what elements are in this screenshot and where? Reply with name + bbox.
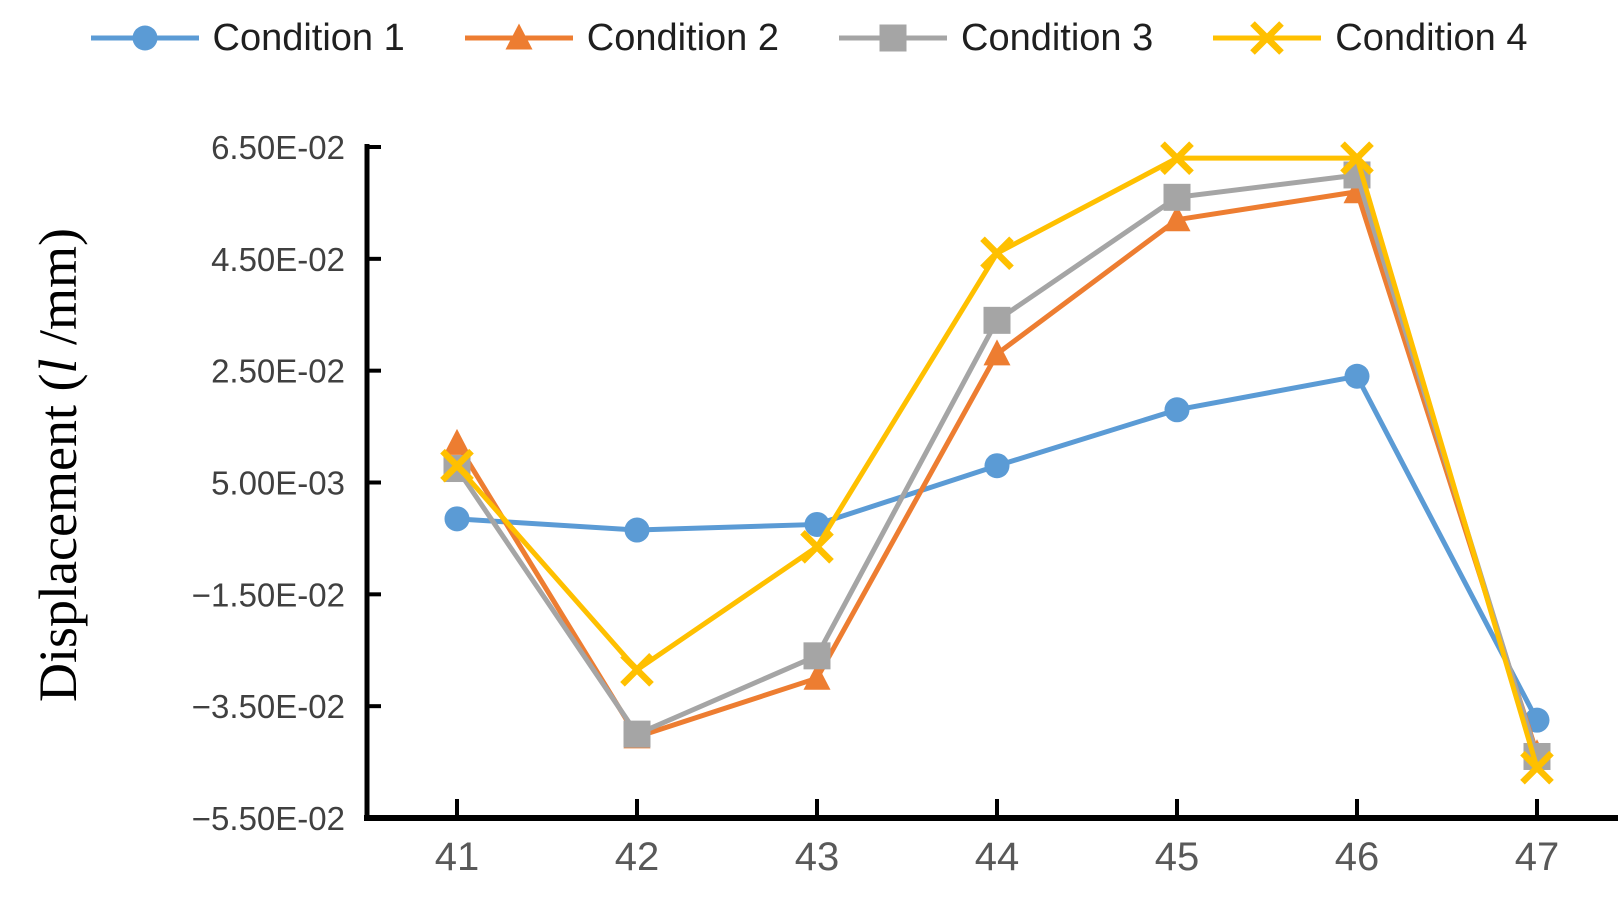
legend-item-condition-4: Condition 4 [1213, 16, 1528, 60]
square-marker-icon [803, 642, 831, 670]
legend-label: Condition 1 [212, 16, 405, 59]
x-axis-tick-label: 42 [615, 835, 660, 879]
series-line-condition-1 [456, 373, 1540, 722]
x-marker-icon [1250, 21, 1285, 55]
square-marker-icon [983, 306, 1011, 334]
x-marker-icon [800, 530, 834, 564]
y-axis-tick-label: 6.50E-02 [211, 129, 345, 166]
x-marker-icon [1160, 141, 1194, 175]
triangle-marker-icon [803, 663, 831, 690]
square-marker-icon [879, 24, 907, 52]
y-axis-tick-label: −1.50E-02 [192, 576, 345, 613]
legend-swatch-condition-3 [839, 24, 947, 52]
triangle-marker-icon [1163, 205, 1191, 232]
circle-marker-icon [132, 25, 157, 51]
legend-item-condition-2: Condition 2 [464, 16, 779, 60]
legend-item-condition-3: Condition 3 [839, 16, 1153, 60]
x-marker-icon [980, 236, 1014, 271]
legend-item-condition-1: Condition 1 [90, 16, 405, 60]
circle-marker-icon [804, 511, 830, 537]
y-axis-tick-label: −5.50E-02 [192, 800, 345, 837]
x-axis-tick-label: 41 [435, 835, 480, 879]
y-axis-tick-label: 5.00E-03 [211, 465, 345, 502]
legend-label: Condition 2 [586, 16, 779, 59]
circle-marker-icon [1344, 363, 1370, 389]
y-axis-tick-label: 4.50E-02 [211, 241, 345, 278]
x-axis-tick-label: 46 [1335, 835, 1380, 879]
legend-swatch-condition-2 [464, 23, 573, 50]
x-marker-icon [440, 448, 474, 483]
circle-marker-icon [444, 506, 470, 532]
triangle-marker-icon [983, 339, 1011, 366]
circle-marker-icon [1164, 397, 1190, 423]
circle-marker-icon [624, 517, 650, 543]
y-axis-tick-label: −3.50E-02 [192, 688, 345, 725]
legend: Condition 1 Condition 2 Condition 3 Conditi… [0, 10, 1618, 66]
legend-label: Condition 3 [961, 16, 1154, 59]
y-axis-tick-label: 2.50E-02 [211, 353, 345, 390]
circle-marker-icon [984, 453, 1010, 479]
x-axis-tick-label: 44 [975, 835, 1020, 879]
square-marker-icon [1163, 183, 1191, 211]
x-axis-tick-label: 45 [1155, 835, 1200, 879]
triangle-marker-icon [505, 23, 533, 50]
square-marker-icon [623, 720, 651, 748]
x-axis-tick-label: 47 [1515, 835, 1560, 879]
x-marker-icon [1520, 750, 1554, 785]
x-marker-icon [620, 653, 654, 687]
x-axis-tick-label: 43 [795, 835, 840, 879]
legend-swatch-condition-4 [1213, 21, 1322, 55]
legend-swatch-condition-1 [90, 25, 199, 51]
x-marker-icon [1340, 141, 1374, 175]
triangle-marker-icon [443, 428, 471, 455]
legend-label: Condition 4 [1335, 16, 1528, 59]
